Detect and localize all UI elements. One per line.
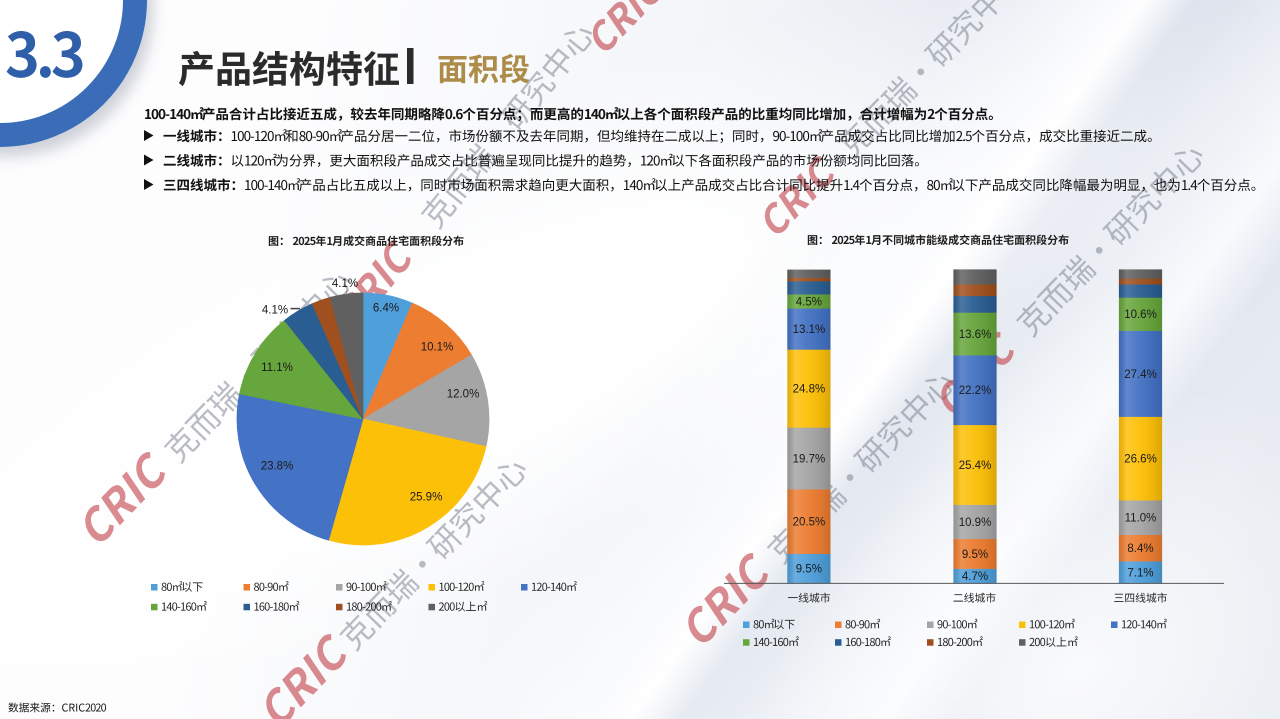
svg-text:4.7%: 4.7% (962, 571, 988, 583)
svg-text:19.7%: 19.7% (793, 454, 826, 466)
svg-text:13.1%: 13.1% (793, 324, 826, 336)
svg-text:10.1%: 10.1% (421, 342, 454, 354)
svg-text:24.8%: 24.8% (793, 384, 826, 396)
svg-text:10.9%: 10.9% (959, 517, 992, 529)
svg-text:10.6%: 10.6% (1124, 309, 1157, 321)
svg-text:7.1%: 7.1% (1127, 568, 1153, 580)
svg-text:26.6%: 26.6% (1124, 454, 1157, 466)
svg-text:11.0%: 11.0% (1125, 513, 1157, 525)
svg-text:23.8%: 23.8% (261, 461, 294, 473)
svg-text:4.5%: 4.5% (796, 297, 822, 309)
svg-text:20.5%: 20.5% (793, 517, 826, 529)
svg-text:9.5%: 9.5% (962, 549, 988, 561)
svg-text:4.1%: 4.1% (332, 278, 358, 290)
svg-text:25.9%: 25.9% (410, 492, 443, 504)
svg-text:27.4%: 27.4% (1124, 369, 1157, 381)
svg-text:25.4%: 25.4% (959, 460, 992, 472)
svg-text:4.1%: 4.1% (262, 305, 288, 317)
svg-text:6.4%: 6.4% (373, 303, 399, 315)
svg-text:12.0%: 12.0% (447, 389, 480, 401)
svg-text:13.6%: 13.6% (959, 329, 992, 341)
svg-text:8.4%: 8.4% (1127, 543, 1153, 555)
svg-text:22.2%: 22.2% (959, 385, 992, 397)
svg-text:11.1%: 11.1% (261, 362, 293, 374)
svg-text:9.5%: 9.5% (796, 564, 822, 576)
